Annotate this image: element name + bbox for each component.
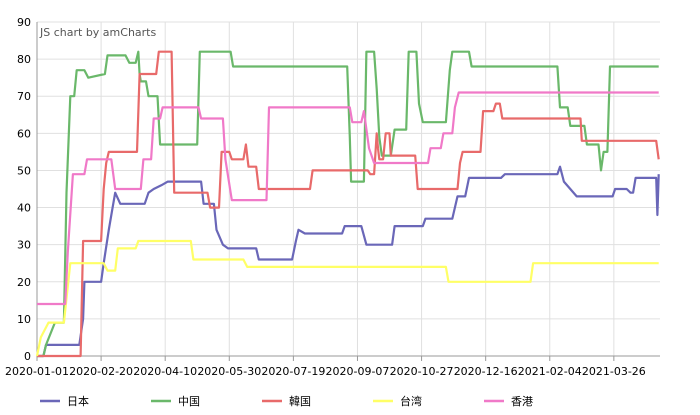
x-tick-label: 2020-07-19 [261, 365, 325, 378]
legend-label: 台湾 [400, 394, 422, 408]
x-tick-label: 2020-01-01 [5, 365, 69, 378]
x-tick-label: 2020-12-16 [454, 365, 518, 378]
y-tick-label: 70 [17, 90, 31, 103]
y-tick-label: 40 [17, 202, 31, 215]
y-axis-tick-labels: 0 10 20 30 40 50 60 70 80 90 [17, 16, 31, 363]
legend-item-1[interactable]: 中国 [151, 395, 200, 408]
legend-item-0[interactable]: 日本 [40, 394, 89, 408]
y-tick-label: 0 [24, 350, 31, 363]
x-tick-label: 2020-02-20 [69, 365, 133, 378]
y-tick-label: 90 [17, 16, 31, 29]
legend-label: 中国 [178, 395, 200, 408]
y-tick-label: 20 [17, 276, 31, 289]
x-tick-label: 2020-04-10 [133, 365, 197, 378]
legend-item-2[interactable]: 韓国 [262, 395, 311, 408]
y-tick-label: 50 [17, 164, 31, 177]
y-tick-label: 80 [17, 53, 31, 66]
y-tick-label: 60 [17, 127, 31, 140]
series-line-0[interactable] [37, 165, 660, 358]
legend-label: 香港 [511, 395, 533, 408]
legend-item-3[interactable]: 台湾 [373, 394, 422, 408]
series-line-3[interactable] [35, 239, 659, 357]
x-tick-label: 2020-09-07 [326, 365, 390, 378]
x-tick-label: 2020-10-27 [390, 365, 454, 378]
y-tick-label: 10 [17, 313, 31, 326]
chart-watermark: JS chart by amCharts [39, 26, 156, 39]
x-tick-label: 2020-05-30 [197, 365, 261, 378]
x-tick-label: 2021-03-26 [582, 365, 646, 378]
chart-axes [36, 22, 660, 361]
series-line-4[interactable] [37, 91, 659, 306]
legend-label: 韓国 [289, 395, 311, 408]
chart-legend[interactable]: 日本 中国 韓国 台湾 香港 [40, 394, 533, 408]
legend-item-4[interactable]: 香港 [484, 395, 533, 408]
series-line-1[interactable] [37, 50, 659, 358]
x-axis-tick-labels: 2020-01-01 2020-02-20 2020-04-10 2020-05-30… [5, 365, 646, 378]
series-line-2[interactable] [37, 50, 660, 358]
x-tick-label: 2021-02-04 [518, 365, 582, 378]
legend-label: 日本 [67, 394, 89, 408]
y-tick-label: 30 [17, 239, 31, 252]
chart-series [35, 50, 660, 358]
